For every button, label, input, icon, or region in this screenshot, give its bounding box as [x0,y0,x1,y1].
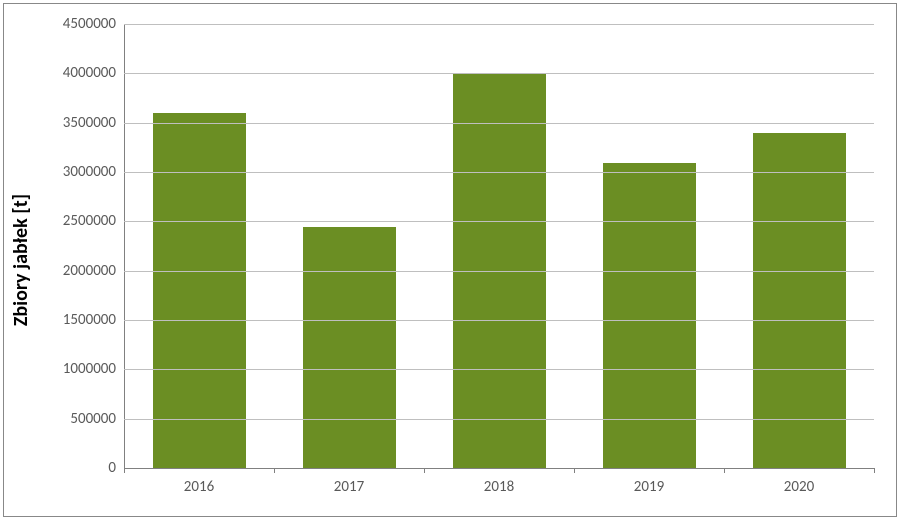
y-tick-label: 2000000 [63,262,116,280]
grid-line [124,172,874,173]
y-axis-title-wrap: Zbiory jabłek [t] [4,4,38,516]
y-tick-label: 4000000 [63,64,116,82]
bar [153,113,246,468]
x-tick-mark [424,468,425,473]
y-axis-title: Zbiory jabłek [t] [9,194,33,326]
grid-line [124,369,874,370]
bar-slot: 2019 [574,24,724,468]
y-tick-label: 4500000 [63,15,116,33]
x-tick-label: 2019 [634,478,664,496]
x-tick-label: 2018 [484,478,514,496]
grid-line [124,419,874,420]
y-tick-label: 0 [108,459,116,477]
y-tick-label: 3000000 [63,163,116,181]
x-tick-mark [724,468,725,473]
grid-line [124,271,874,272]
bar [303,227,396,468]
x-tick-mark [874,468,875,473]
x-tick-mark [574,468,575,473]
x-tick-mark [274,468,275,473]
bar-slot: 2020 [724,24,874,468]
y-tick-label: 1000000 [63,360,116,378]
x-tick-label: 2017 [334,478,364,496]
bar-slot: 2017 [274,24,424,468]
x-tick-mark [124,468,125,473]
grid-line [124,221,874,222]
plot-area: 20162017201820192020 0500000100000015000… [124,24,874,468]
y-tick-label: 2500000 [63,212,116,230]
x-tick-label: 2020 [784,478,814,496]
x-tick-label: 2016 [184,478,214,496]
y-tick-label: 1500000 [63,311,116,329]
bar [603,163,696,468]
bars-group: 20162017201820192020 [124,24,874,468]
grid-line [124,24,874,25]
grid-line [124,73,874,74]
chart-container: Zbiory jabłek [t] 20162017201820192020 0… [0,0,900,520]
grid-line [124,468,874,469]
chart-border: Zbiory jabłek [t] 20162017201820192020 0… [3,3,897,517]
bar-slot: 2018 [424,24,574,468]
grid-line [124,320,874,321]
bar-slot: 2016 [124,24,274,468]
grid-line [124,123,874,124]
y-tick-label: 500000 [70,410,116,428]
y-tick-label: 3500000 [63,114,116,132]
